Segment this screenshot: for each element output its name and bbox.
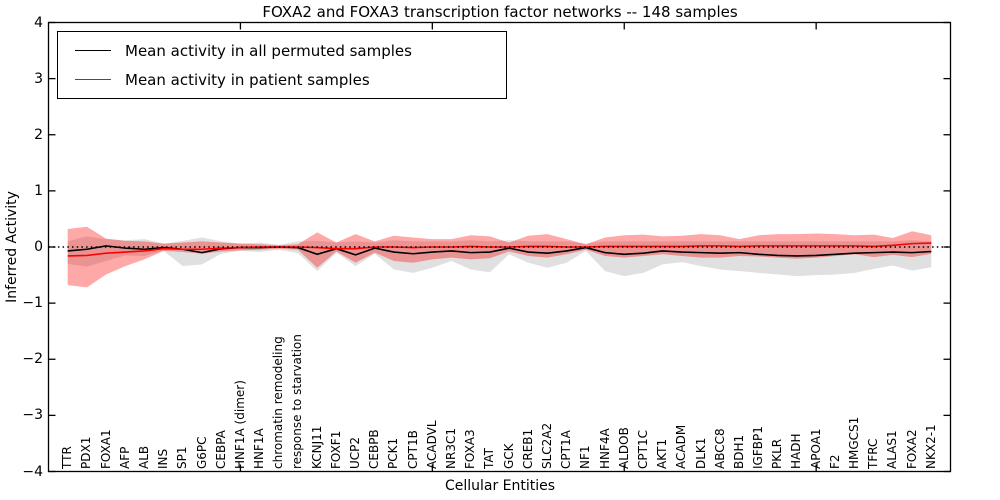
x-tick-label: UCP2: [348, 436, 363, 469]
x-tick-label: NKX2-1: [923, 424, 938, 469]
x-tick-label: PKLR: [770, 438, 785, 469]
x-tick-label: ACADM: [674, 424, 689, 469]
x-tick-label: DLK1: [693, 437, 708, 469]
y-tick-label: −1: [22, 295, 43, 312]
x-axis-label: Cellular Entities: [444, 478, 556, 494]
x-tick-label: APOA1: [808, 428, 823, 469]
x-tick-label: HNF4A: [597, 428, 612, 469]
legend-entry-patient: Mean activity in patient samples: [58, 67, 506, 93]
x-tick-label: NR3C1: [444, 428, 459, 469]
band-patient-range: [67, 226, 932, 288]
x-tick-label: SLC2A2: [539, 422, 554, 469]
y-tick-label: 4: [34, 14, 43, 31]
x-tick-label: CPT1A: [559, 430, 574, 469]
x-tick-label: FOXA3: [463, 429, 478, 469]
x-tick-label: KCNJ11: [309, 425, 324, 469]
x-tick-label: ABCC8: [712, 428, 727, 469]
x-tick-label: TTR: [60, 446, 75, 469]
x-tick-label: CPT1B: [405, 430, 420, 469]
y-tick-label: −3: [22, 407, 43, 424]
line-permuted-mean: [67, 245, 932, 257]
legend-line-sample-red: [75, 79, 111, 80]
x-tick-label: ALB: [136, 445, 151, 469]
x-tick-label: CEBPA: [213, 430, 228, 469]
x-tick-label: AFP: [117, 446, 132, 469]
legend-label-permuted: Mean activity in all permuted samples: [125, 41, 412, 60]
legend-label-patient: Mean activity in patient samples: [125, 70, 370, 89]
x-tick-label: FOXF1: [328, 430, 343, 469]
y-tick-label: 3: [34, 70, 43, 87]
x-tick-label: TAT: [482, 447, 497, 469]
x-tick-label: ACADVL: [424, 420, 439, 469]
x-tick-label: CREB1: [520, 428, 535, 469]
x-tick-label: chromatin remodeling: [271, 336, 286, 469]
y-tick-label: 1: [34, 182, 43, 199]
y-tick-label: 0: [34, 239, 43, 255]
y-tick-label: −4: [22, 463, 43, 480]
x-tick-label: PDX1: [79, 436, 94, 469]
x-tick-label: INS: [156, 448, 171, 469]
x-tick-label: BDH1: [731, 434, 746, 469]
x-tick-label: ALAS1: [885, 430, 900, 469]
x-tick-label: FOXA2: [904, 429, 919, 469]
line-patient-mean: [67, 242, 932, 257]
legend: Mean activity in all permuted samples Me…: [57, 31, 507, 99]
x-tick-label: PCK1: [386, 437, 401, 469]
x-tick-label: HNF1A (dimer): [232, 380, 247, 469]
x-tick-label: CEBPB: [367, 429, 382, 469]
x-tick-label: AKT1: [655, 438, 670, 469]
x-tick-label: ALDOB: [616, 427, 631, 469]
x-tick-label: F2: [827, 454, 842, 469]
x-tick-label: GCK: [501, 443, 516, 469]
y-tick-label: 2: [34, 126, 43, 143]
x-tick-label: FOXA1: [98, 429, 113, 469]
x-tick-label: G6PC: [194, 436, 209, 469]
x-tick-label: TFRC: [866, 438, 881, 469]
x-tick-label: response to starvation: [290, 334, 305, 469]
y-tick-label: −2: [22, 351, 43, 368]
x-tick-label: CPT1C: [635, 430, 650, 469]
legend-line-sample-black: [75, 50, 111, 51]
x-tick-label: HADH: [789, 433, 804, 470]
legend-entry-permuted: Mean activity in all permuted samples: [58, 38, 506, 64]
chart-title: FOXA2 and FOXA3 transcription factor net…: [262, 3, 738, 21]
x-tick-label: HMGCS1: [847, 416, 862, 469]
x-tick-label: SP1: [175, 446, 190, 470]
x-tick-label: IGFBP1: [751, 426, 766, 469]
x-tick-label: NF1: [578, 445, 593, 469]
x-tick-label: HNF1A: [252, 428, 267, 469]
